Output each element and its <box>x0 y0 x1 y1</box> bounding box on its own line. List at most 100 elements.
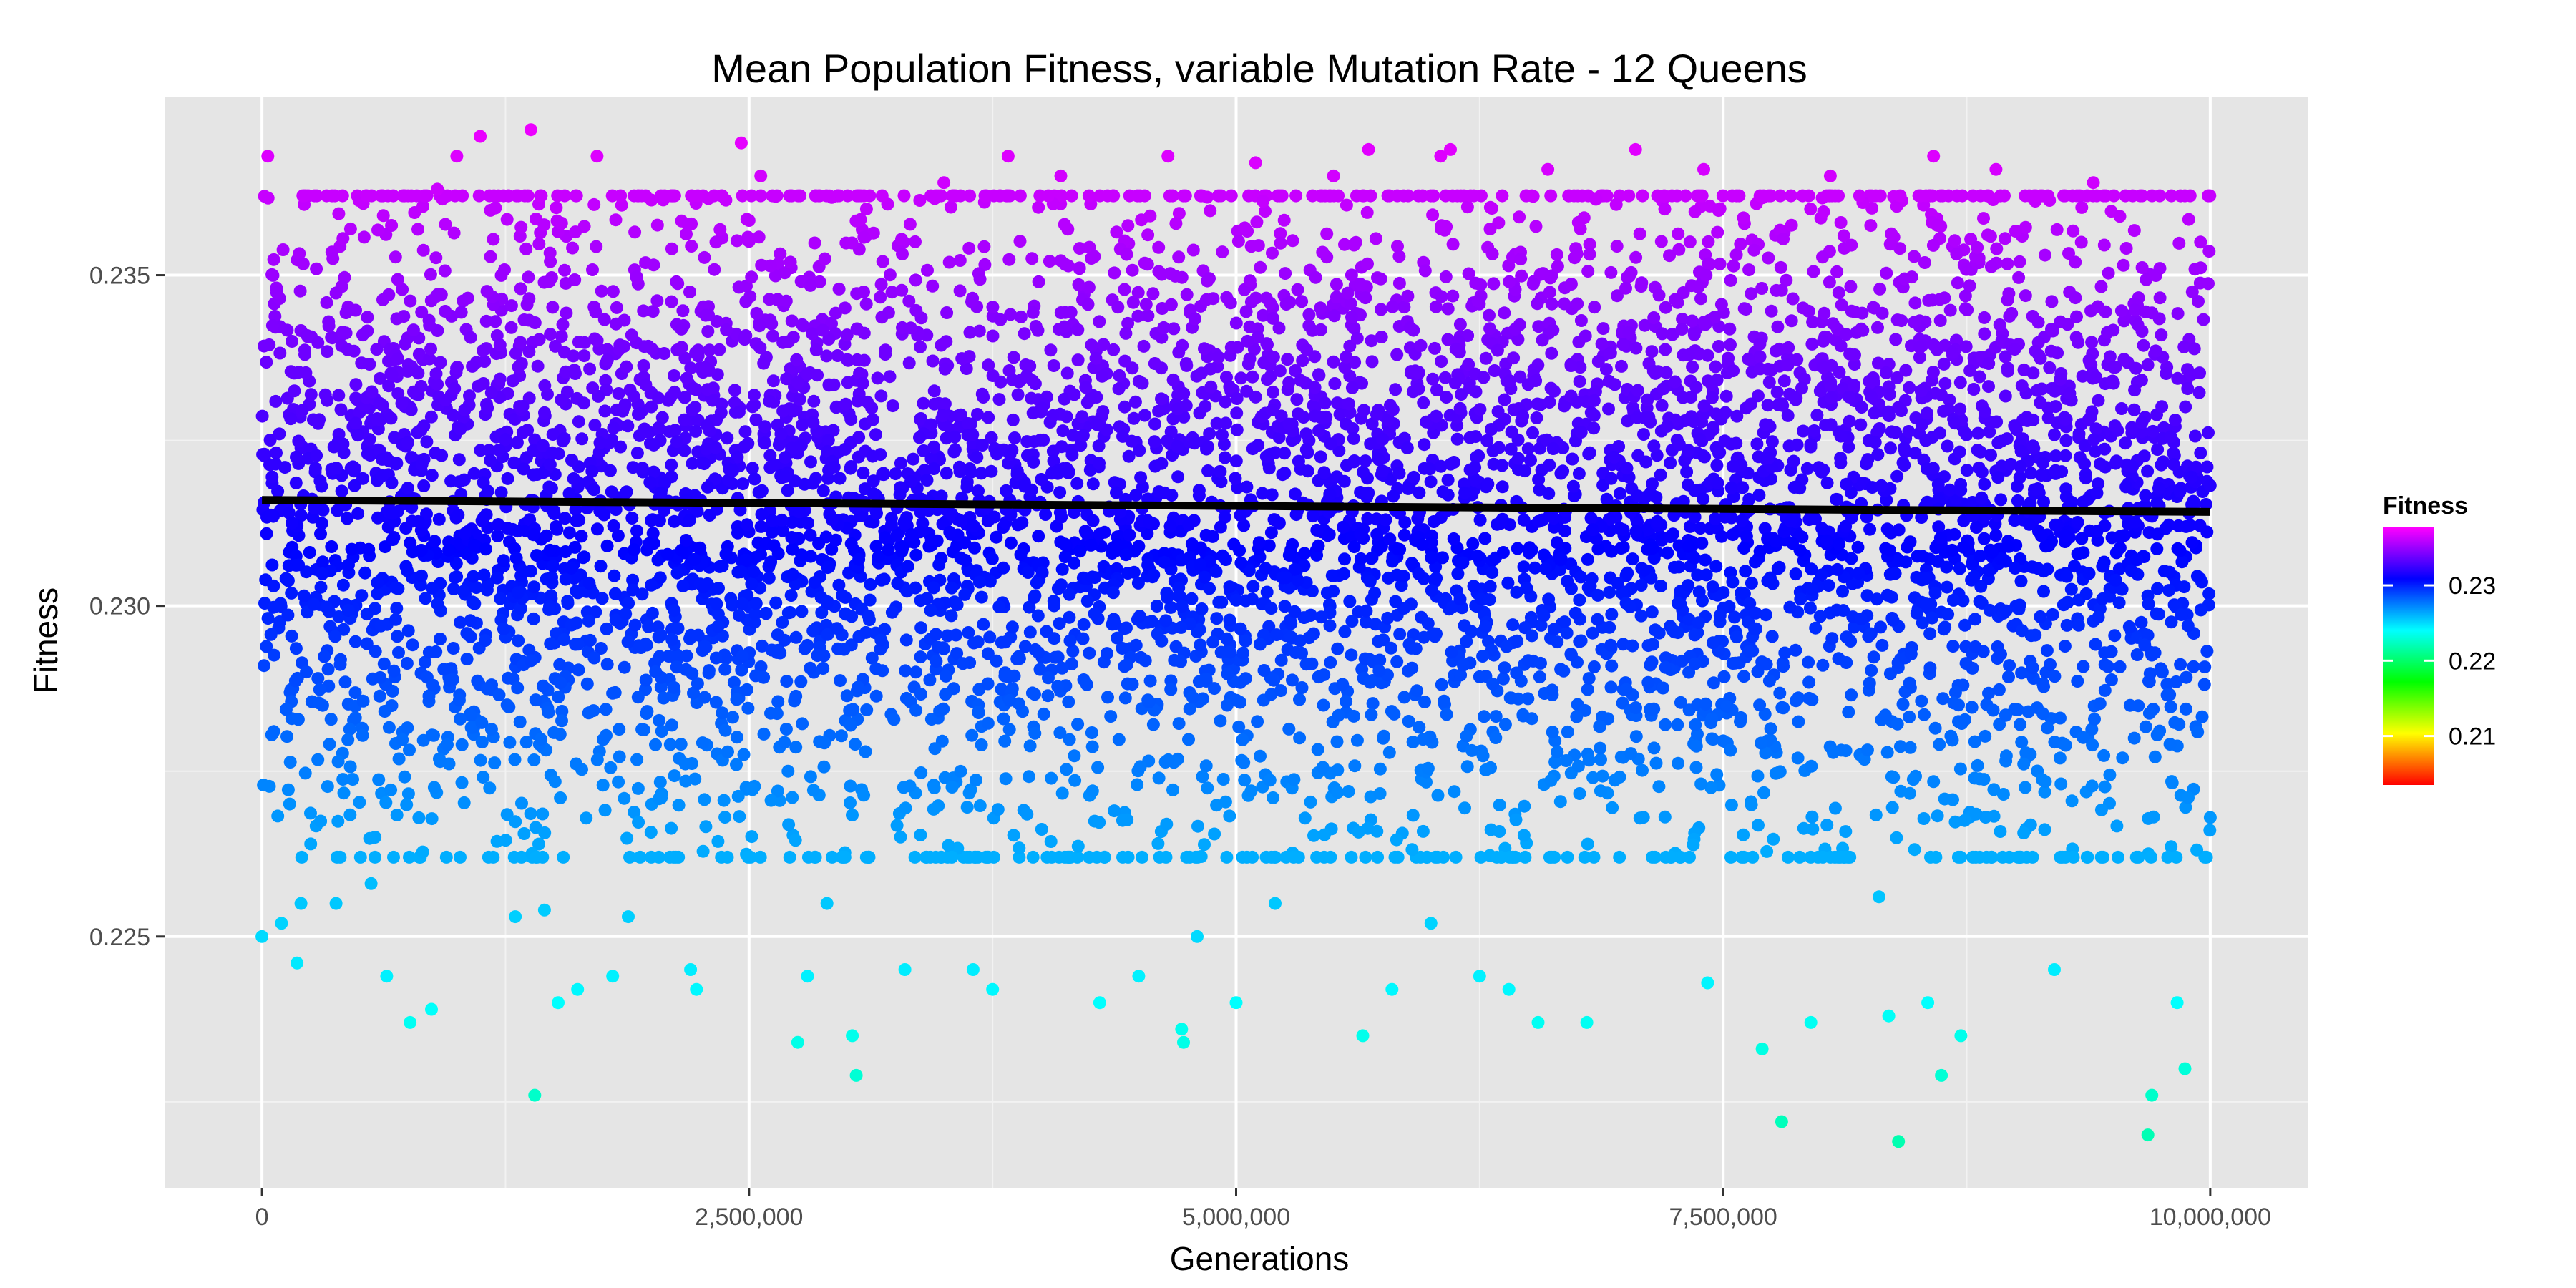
data-point <box>1646 477 1659 491</box>
data-point <box>349 378 363 391</box>
data-point <box>349 416 363 430</box>
data-point <box>1139 298 1153 311</box>
data-point <box>2097 238 2111 252</box>
data-point <box>1971 758 1984 772</box>
data-point <box>412 811 426 824</box>
data-point <box>1056 424 1070 438</box>
data-point <box>1245 592 1259 606</box>
data-point <box>1641 675 1655 689</box>
data-point <box>1006 413 1020 426</box>
data-point <box>1842 706 1855 719</box>
data-point <box>583 362 597 376</box>
data-point <box>808 576 821 590</box>
data-point <box>397 310 411 323</box>
data-point <box>1082 189 1096 203</box>
data-point <box>310 262 323 275</box>
data-point <box>608 569 621 582</box>
data-point <box>1793 850 1807 864</box>
data-point <box>618 660 631 674</box>
data-point <box>1498 306 1511 320</box>
data-point <box>531 359 545 373</box>
data-point <box>1691 568 1704 582</box>
data-point <box>1238 221 1252 235</box>
data-point <box>1086 477 1100 491</box>
data-point <box>514 282 527 296</box>
data-point <box>1141 228 1155 242</box>
data-point <box>1473 670 1486 683</box>
data-point <box>371 412 384 425</box>
data-point <box>808 236 821 250</box>
data-point <box>1596 769 1609 783</box>
data-point <box>1466 537 1480 550</box>
data-point <box>575 432 589 446</box>
data-point <box>920 474 934 487</box>
data-point <box>553 658 567 671</box>
data-point <box>534 189 547 203</box>
data-point <box>770 707 784 721</box>
data-point <box>487 233 500 246</box>
data-point <box>1558 524 1571 537</box>
data-point <box>696 736 709 750</box>
data-point <box>1765 304 1778 318</box>
data-point <box>373 689 386 703</box>
data-point <box>1848 305 1862 318</box>
data-point <box>538 826 552 839</box>
data-point <box>2041 411 2055 425</box>
data-point <box>2145 850 2158 864</box>
data-point <box>1657 189 1671 203</box>
data-point <box>1080 594 1094 608</box>
data-point <box>439 850 453 864</box>
data-point <box>732 608 746 622</box>
data-point <box>923 673 937 687</box>
data-point <box>909 235 922 248</box>
data-point <box>1382 746 1396 759</box>
data-point <box>2045 295 2059 308</box>
data-point <box>1175 600 1189 613</box>
data-point <box>1645 345 1659 358</box>
data-point <box>1304 795 1317 809</box>
data-point <box>647 438 660 452</box>
data-point <box>709 651 723 665</box>
data-point <box>431 597 444 610</box>
data-point <box>1047 359 1060 372</box>
data-point <box>1073 262 1086 275</box>
data-point <box>895 283 909 297</box>
data-point <box>782 818 796 831</box>
data-point <box>1450 432 1464 446</box>
data-point <box>903 779 917 793</box>
data-point <box>527 580 541 594</box>
data-point <box>2067 224 2080 238</box>
data-point <box>338 675 352 689</box>
data-point <box>1277 213 1291 227</box>
data-point <box>909 273 922 287</box>
data-point <box>2014 460 2027 473</box>
data-point <box>1938 792 1951 806</box>
data-point <box>1805 337 1819 351</box>
data-point <box>711 834 725 848</box>
data-point <box>265 268 279 281</box>
data-point <box>1093 527 1106 541</box>
data-point <box>494 592 507 605</box>
data-point <box>327 440 341 454</box>
data-point <box>720 323 733 336</box>
data-point <box>1993 318 2006 331</box>
data-point <box>417 479 431 492</box>
data-point <box>2054 711 2067 725</box>
data-point <box>351 429 365 442</box>
data-point <box>1250 215 1264 229</box>
data-point <box>1772 398 1785 411</box>
data-point <box>909 665 922 679</box>
data-point <box>1324 655 1337 669</box>
data-point <box>1924 850 1937 864</box>
data-point <box>1803 601 1817 615</box>
data-point <box>620 831 634 845</box>
data-point <box>1899 555 1913 569</box>
data-point <box>740 683 753 696</box>
data-point <box>481 484 494 498</box>
data-point <box>1110 486 1123 499</box>
data-point <box>1169 217 1183 230</box>
data-point <box>1935 388 1948 401</box>
data-point <box>2185 285 2199 298</box>
data-point <box>2008 514 2021 527</box>
